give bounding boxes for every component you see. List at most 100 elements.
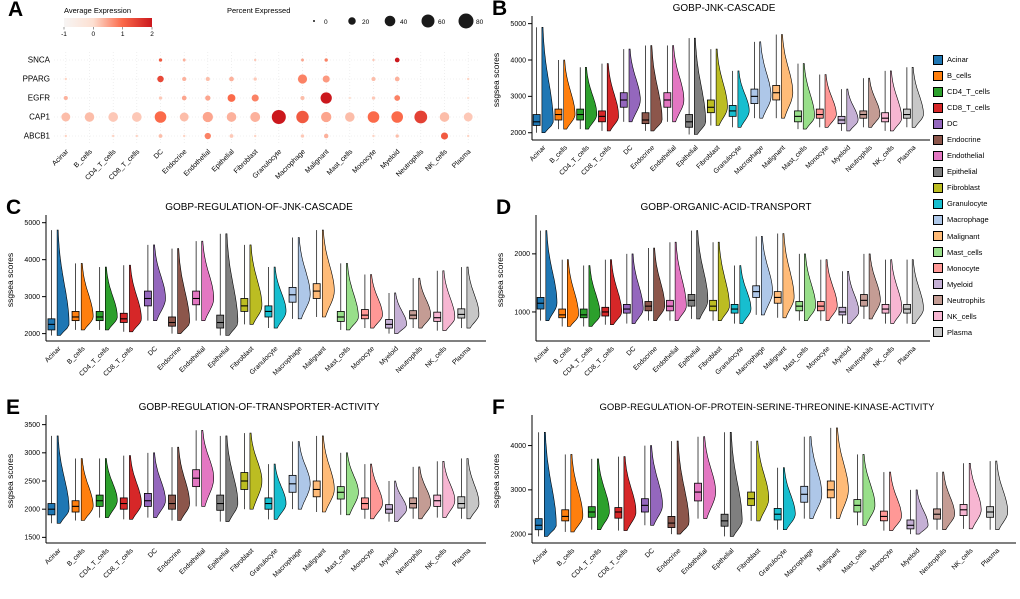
legend-label: CD8_T_cells: [947, 103, 990, 113]
violin-Granulocyte: [728, 70, 750, 128]
svg-text:20: 20: [362, 19, 370, 26]
violin-Granulocyte: [264, 463, 287, 520]
x-axis-label: Myeloid: [831, 144, 853, 166]
violin-B_cells: [554, 59, 576, 130]
legend-label: Macrophage: [947, 215, 989, 225]
violin-Granulocyte: [773, 467, 796, 530]
x-axis-label: Monocyte: [351, 148, 377, 174]
legend-item: Endocrine: [933, 132, 1020, 147]
violin-Plasma: [457, 458, 480, 520]
violin-CD8_T_cells: [598, 63, 619, 132]
legend-swatch: [933, 86, 943, 97]
legend-item: Endothelial: [933, 148, 1020, 163]
dot-row-ABCB1: [64, 132, 470, 140]
violin-Myeloid: [837, 88, 859, 132]
violin-B_cells: [71, 458, 94, 521]
violin-NK_cells: [881, 70, 902, 132]
legend-swatch: [933, 70, 943, 81]
x-axis-label: Endocrine: [656, 547, 683, 574]
svg-text:5000: 5000: [24, 220, 40, 227]
legend-swatch: [933, 311, 943, 322]
violin-Fibroblast: [709, 241, 730, 321]
y-axis-title: ssgsea scores: [5, 454, 15, 508]
legend-label: Acinar: [947, 55, 969, 64]
legend-label: CD4_T_cells: [947, 87, 990, 97]
violin-CD4_T_cells: [579, 265, 601, 327]
violin-Macrophage: [750, 41, 772, 119]
violin-Fibroblast: [706, 48, 728, 126]
violin-Macrophage: [800, 436, 823, 519]
legend-item: CD4_T_cells: [933, 84, 1020, 99]
x-axis-label: NK_cells: [872, 345, 896, 369]
svg-text:2000: 2000: [24, 506, 40, 513]
legend-label: Mast_cells: [947, 247, 983, 257]
violin-Endocrine: [667, 440, 690, 535]
panel-a-dotplot: A Average Expression -1 0 1 2 Percent Express…: [2, 0, 488, 198]
legend-item: Mast_cells: [933, 245, 1020, 260]
x-axis-label: Plasma: [897, 144, 918, 165]
x-axis-label: B_cells: [552, 345, 573, 366]
svg-text:2000: 2000: [510, 531, 526, 538]
svg-text:Average Expression: Average Expression: [64, 6, 131, 15]
gene-label: SNCA: [28, 56, 51, 65]
violin-Epithelial: [687, 230, 709, 320]
panel-d-title: GOBP-ORGANIC-ACID-TRANSPORT: [640, 202, 812, 213]
x-axis-label: Epithelial: [207, 345, 232, 370]
x-axis-label: Acinar: [529, 144, 548, 163]
legend-swatch: [933, 214, 943, 225]
x-axis-label: B_cells: [66, 345, 87, 366]
violin-Mast_cells: [336, 263, 359, 331]
violin-DC: [619, 48, 641, 123]
violin-Malignant: [312, 229, 335, 318]
svg-text:1500: 1500: [24, 535, 40, 542]
panel-c-letter: C: [6, 196, 22, 219]
violin-NK_cells: [433, 461, 456, 518]
dot-row-EGFR: [63, 92, 470, 104]
panel-b-violin: B GOBP-JNK-CASCADE 2000 3000 4000 5000 ssgse…: [488, 0, 932, 196]
violin-Fibroblast: [747, 440, 769, 522]
legend-swatch: [933, 263, 943, 274]
violin-Macrophage: [288, 237, 311, 320]
svg-text:60: 60: [438, 19, 446, 26]
x-axis-label: Myeloid: [379, 547, 401, 569]
x-axis-label: Monocyte: [806, 345, 832, 371]
violin-Endothelial: [663, 45, 685, 123]
x-axis-label: Endothelial: [178, 345, 207, 374]
violin-Myeloid: [838, 271, 860, 324]
violin-Macrophage: [288, 441, 311, 510]
violin-CD4_T_cells: [95, 458, 118, 518]
dot-row-CAP1: [61, 109, 473, 125]
legend-item: Macrophage: [933, 212, 1020, 227]
x-axis-label: B_cells: [556, 547, 577, 568]
x-axis-label: Acinar: [44, 345, 63, 364]
x-axis-label: NK_cells: [872, 144, 896, 168]
x-axis-label: Mast_cells: [324, 345, 352, 373]
x-axis-label: B_cells: [73, 148, 94, 169]
legend-label: NK_cells: [947, 311, 977, 321]
svg-text:Percent Expressed: Percent Expressed: [227, 6, 290, 15]
svg-text:2000: 2000: [510, 130, 526, 137]
x-axis-label: B_cells: [549, 144, 570, 165]
violin-chart-c: 2000 3000 4000 5000 ssgsea scores Acinar B_cel…: [5, 215, 486, 378]
legend-label: Monocyte: [947, 263, 980, 273]
svg-text:2500: 2500: [24, 478, 40, 485]
legend-swatch: [933, 327, 943, 338]
violin-Fibroblast: [240, 244, 263, 325]
violin-Granulocyte: [264, 266, 287, 329]
x-axis-label: Neutrophils: [395, 547, 425, 577]
violin-Endocrine: [644, 247, 666, 321]
x-axis-label: DC: [147, 547, 159, 559]
violin-Malignant: [312, 435, 335, 513]
legend-swatch: [933, 231, 943, 242]
x-axis-label: NK_cells: [424, 148, 449, 173]
svg-text:40: 40: [400, 19, 408, 26]
y-axis-title: ssgsea scores: [491, 53, 501, 107]
violin-Neutrophils: [860, 253, 881, 320]
violin-Plasma: [902, 67, 924, 128]
avg-expression-legend: Average Expression -1 0 1 2: [61, 6, 154, 38]
legend-item: B_cells: [933, 68, 1020, 83]
svg-text:0: 0: [92, 31, 96, 38]
x-axis-label: Acinar: [531, 547, 550, 566]
gene-label: ABCB1: [24, 132, 51, 141]
svg-text:1000: 1000: [514, 309, 530, 316]
